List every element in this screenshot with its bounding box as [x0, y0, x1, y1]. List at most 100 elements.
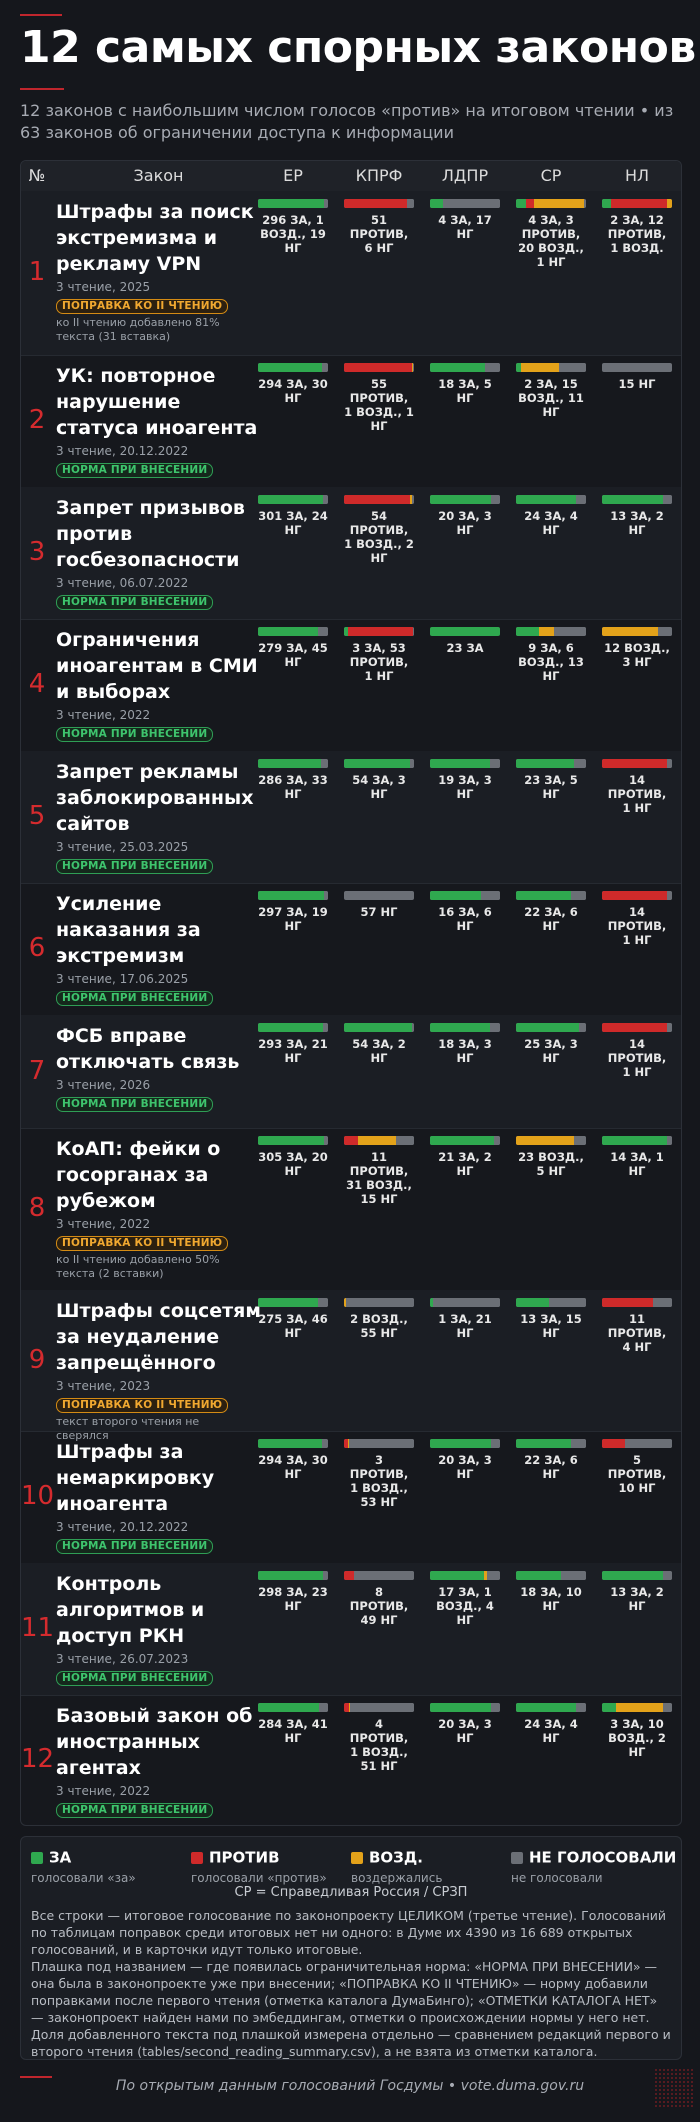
- legend-sr-note: СР = Справедливая Россия / СРЗП: [234, 1885, 468, 1900]
- origin-badge: НОРМА ПРИ ВНЕСЕНИИ: [56, 463, 214, 478]
- law-date: 3 чтение, 20.12.2022: [56, 444, 189, 458]
- vote-bar-segment-za: [430, 1136, 494, 1145]
- vote-label: 18 ЗА, 3 НГ: [438, 1037, 492, 1065]
- law-date: 3 чтение, 26.07.2023: [56, 1652, 189, 1666]
- vote-label: 5 ПРОТИВ, 10 НГ: [607, 1453, 667, 1495]
- footer-accent-line: [20, 2076, 52, 2078]
- vote-label: 16 ЗА, 6 НГ: [438, 905, 492, 933]
- vote-label: 4 ЗА, 3 ПРОТИВ, 20 ВОЗД., 1 НГ: [518, 213, 584, 269]
- vote-bar-segment-protiv: [344, 1571, 354, 1580]
- vote-label: 298 ЗА, 23 НГ: [258, 1585, 328, 1613]
- vote-cell: 22 ЗА, 6 НГ: [516, 1439, 586, 1481]
- law-info: Штрафы за поиск экстремизма и рекламу VP…: [56, 199, 261, 344]
- vote-cell: 296 ЗА, 1 ВОЗД., 19 НГ: [258, 199, 328, 255]
- legend-label-ng: НЕ ГОЛОСОВАЛИ: [529, 1848, 677, 1867]
- vote-bar: [430, 891, 500, 900]
- vote-bar: [430, 1023, 500, 1032]
- vote-label: 20 ЗА, 3 НГ: [438, 509, 492, 537]
- row-number: 4: [28, 669, 46, 699]
- vote-bar-segment-ng: [625, 1439, 672, 1448]
- origin-badge: НОРМА ПРИ ВНЕСЕНИИ: [56, 1539, 214, 1554]
- vote-bar-segment-za: [258, 759, 321, 768]
- table-row: 10 Штрафы за немаркировку иноагента 3 чтен…: [21, 1431, 681, 1564]
- vote-bar-segment-ng: [443, 199, 500, 208]
- legend-label-vozd: ВОЗД.: [369, 1848, 423, 1867]
- law-title: Усиление наказания за экстремизм: [56, 893, 201, 967]
- vote-bar-segment-za: [430, 363, 485, 372]
- row-number: 9: [28, 1344, 46, 1375]
- page-subtitle: 12 законов с наибольшим числом голосов «…: [20, 101, 674, 142]
- vote-cell: 22 ЗА, 6 НГ: [516, 891, 586, 933]
- badge-note: текст второго чтения не сверялся: [56, 1415, 200, 1442]
- header-kprf: КПРФ: [355, 166, 403, 185]
- vote-bar-segment-za: [258, 1298, 318, 1307]
- vote-cell: 294 ЗА, 30 НГ: [258, 363, 328, 405]
- vote-label: 19 ЗА, 3 НГ: [438, 773, 492, 801]
- vote-bar: [258, 1571, 328, 1580]
- vote-bar: [344, 1439, 414, 1448]
- badge-note: ко II чтению добавлено 81% текста (31 вс…: [56, 316, 220, 343]
- vote-bar-segment-ng: [344, 891, 414, 900]
- law-date: 3 чтение, 25.03.2025: [56, 840, 189, 854]
- origin-badge: ПОПРАВКА КО II ЧТЕНИЮ: [56, 1236, 229, 1251]
- law-info: Ограничения иноагентам в СМИ и выборах 3 …: [56, 627, 261, 742]
- vote-label: 54 ЗА, 3 НГ: [352, 773, 406, 801]
- vote-label: 294 ЗА, 30 НГ: [258, 1453, 328, 1481]
- vote-bar-segment-ng: [490, 1439, 500, 1448]
- legend-notes: Все строки — итоговое голосование по зак…: [31, 1907, 671, 2060]
- vote-cell: 284 ЗА, 41 НГ: [258, 1703, 328, 1745]
- vote-bar-segment-za: [430, 1439, 491, 1448]
- row-number: 12: [21, 1744, 55, 1774]
- vote-bar-segment-ng: [317, 1298, 328, 1307]
- vote-label: 301 ЗА, 24 НГ: [258, 509, 328, 537]
- vote-bar-segment-vozd: [616, 1703, 663, 1712]
- vote-bar-segment-za: [430, 1023, 490, 1032]
- vote-bar: [602, 759, 672, 768]
- vote-bar: [516, 1298, 586, 1307]
- vote-bar-segment-ng: [602, 363, 672, 372]
- vote-cell: 20 ЗА, 3 НГ: [430, 1439, 500, 1481]
- vote-bar-segment-ng: [322, 1571, 328, 1580]
- vote-bar-segment-ng: [410, 759, 414, 768]
- table-row: 12 Базовый закон об иностранных агентах 3 …: [21, 1695, 681, 1825]
- vote-cell: 4 ЗА, 3 ПРОТИВ, 20 ВОЗД., 1 НГ: [516, 199, 586, 269]
- vote-bar-segment-vozd: [349, 1703, 351, 1712]
- legend-swatch-protiv: [191, 1851, 203, 1864]
- legend-swatch-vozd: [351, 1851, 363, 1864]
- vote-label: 14 ПРОТИВ, 1 НГ: [607, 1037, 667, 1079]
- vote-bar: [258, 1136, 328, 1145]
- subtitle-accent-line: [20, 88, 64, 90]
- vote-bar-segment-vozd: [344, 1298, 347, 1307]
- vote-bar-segment-vozd: [521, 363, 559, 372]
- vote-bar-segment-protiv: [347, 627, 413, 636]
- vote-bar-segment-protiv: [344, 1136, 358, 1145]
- legend-swatch-za: [31, 1851, 43, 1864]
- vote-bar: [430, 759, 500, 768]
- vote-bar-segment-za: [430, 1571, 485, 1580]
- vote-bar-segment-za: [344, 1023, 412, 1032]
- vote-bar-segment-protiv: [344, 495, 411, 504]
- vote-bar-segment-ng: [323, 1136, 328, 1145]
- legend-desc-za: голосовали «за»: [31, 1870, 136, 1885]
- vote-bar-segment-ng: [576, 495, 586, 504]
- origin-badge: НОРМА ПРИ ВНЕСЕНИИ: [56, 991, 214, 1006]
- law-title: Штрафы за немаркировку иноагента: [56, 1441, 215, 1515]
- table-row: 5 Запрет рекламы заблокированных сайтов 3 …: [21, 751, 681, 884]
- vote-label: 279 ЗА, 45 НГ: [258, 641, 328, 669]
- vote-bar-segment-za: [430, 891, 481, 900]
- vote-bar-segment-ng: [412, 627, 414, 636]
- origin-badge: НОРМА ПРИ ВНЕСЕНИИ: [56, 595, 214, 610]
- vote-cell: 12 ВОЗД., 3 НГ: [602, 627, 672, 669]
- vote-bar: [430, 1703, 500, 1712]
- row-number: 5: [28, 801, 46, 831]
- vote-bar: [602, 1298, 672, 1307]
- vote-bar-segment-vozd: [357, 1136, 396, 1145]
- vote-bar-segment-ng: [548, 1298, 586, 1307]
- vote-label: 55 ПРОТИВ, 1 ВОЗД., 1 НГ: [344, 377, 414, 433]
- vote-label: 23 ВОЗД., 5 НГ: [518, 1150, 584, 1178]
- footer-source: По открытым данным голосований Госдумы •…: [115, 2078, 585, 2094]
- vote-bar-segment-ng: [433, 1298, 500, 1307]
- vote-label: 14 ПРОТИВ, 1 НГ: [607, 905, 667, 947]
- vote-bar: [602, 199, 672, 208]
- vote-cell: 18 ЗА, 10 НГ: [516, 1571, 586, 1613]
